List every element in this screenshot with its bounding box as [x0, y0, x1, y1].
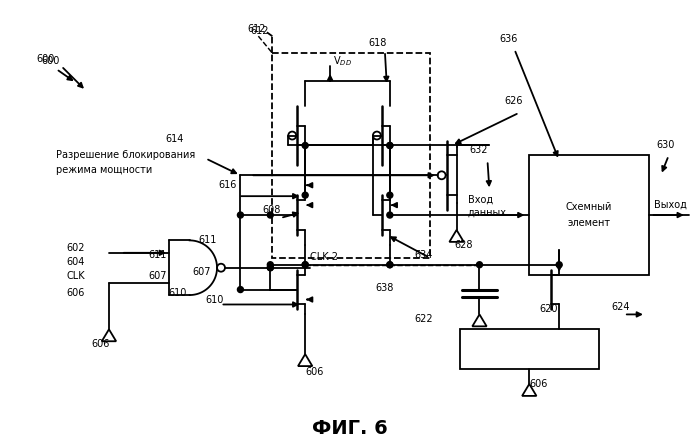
Text: 638: 638	[375, 282, 394, 293]
Text: 626: 626	[505, 96, 523, 106]
Circle shape	[302, 143, 308, 148]
Circle shape	[387, 262, 393, 268]
Text: CLK: CLK	[66, 271, 85, 281]
Text: 620: 620	[539, 305, 558, 314]
Text: 612: 612	[250, 26, 269, 36]
Text: 608: 608	[262, 205, 281, 215]
Text: Вход: Вход	[468, 195, 493, 205]
Circle shape	[556, 262, 562, 268]
Circle shape	[267, 265, 273, 271]
Circle shape	[387, 262, 393, 268]
Circle shape	[387, 212, 393, 218]
Circle shape	[267, 262, 273, 268]
Text: 600: 600	[41, 56, 59, 66]
Text: 632: 632	[470, 146, 488, 155]
Text: 606: 606	[305, 367, 324, 377]
Text: 602: 602	[66, 243, 85, 253]
Text: 630: 630	[657, 140, 675, 151]
Text: 624: 624	[611, 302, 630, 313]
Text: 618: 618	[368, 38, 387, 48]
Text: 610: 610	[168, 288, 187, 297]
Text: V$_{DD}$: V$_{DD}$	[333, 54, 352, 68]
Text: 628: 628	[454, 240, 473, 250]
Circle shape	[302, 262, 308, 268]
Text: 606: 606	[91, 339, 110, 349]
Text: 600: 600	[36, 54, 55, 64]
Text: 606: 606	[529, 379, 547, 389]
Bar	[459, 329, 599, 369]
Text: 614: 614	[166, 134, 184, 143]
Text: режима мощности: режима мощности	[56, 165, 152, 175]
Text: Выход: Выход	[654, 200, 686, 210]
Circle shape	[267, 265, 273, 271]
Text: 611: 611	[149, 250, 167, 260]
Text: 612: 612	[247, 24, 266, 34]
Circle shape	[238, 286, 243, 293]
Circle shape	[302, 192, 308, 198]
Bar	[273, 53, 430, 258]
Circle shape	[387, 143, 393, 148]
Circle shape	[477, 262, 482, 268]
Text: ФИГ. 6: ФИГ. 6	[312, 419, 388, 438]
Text: 606: 606	[66, 288, 85, 297]
Text: 610: 610	[206, 294, 224, 305]
Bar	[529, 155, 649, 275]
Text: 607: 607	[149, 271, 167, 281]
Text: CLK 2: CLK 2	[310, 252, 338, 262]
Text: элемент: элемент	[568, 218, 611, 228]
Circle shape	[387, 143, 393, 148]
Text: Схемный: Схемный	[566, 202, 612, 212]
Circle shape	[238, 212, 243, 218]
Text: Разрешение блокирования: Разрешение блокирования	[56, 151, 196, 160]
Text: 604: 604	[66, 257, 85, 267]
Text: 622: 622	[415, 314, 433, 325]
Text: 616: 616	[219, 180, 237, 190]
Circle shape	[387, 192, 393, 198]
Text: 636: 636	[499, 34, 518, 44]
Text: данных: данных	[468, 208, 507, 218]
Text: 611: 611	[199, 235, 217, 245]
Circle shape	[302, 262, 308, 268]
Circle shape	[267, 212, 273, 218]
Text: 607: 607	[193, 267, 211, 277]
Text: 634: 634	[415, 250, 433, 260]
